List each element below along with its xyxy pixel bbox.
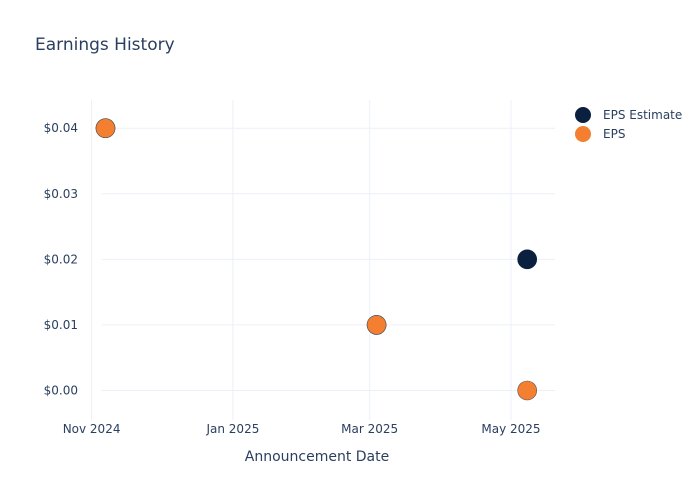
legend-marker	[575, 126, 591, 142]
y-axis-ticks: $0.00 $0.01 $0.02 $0.03 $0.04	[44, 121, 78, 397]
legend: EPS Estimate EPS	[575, 107, 682, 142]
y-tick-label: $0.01	[44, 318, 78, 332]
data-points	[95, 118, 537, 401]
y-tick-label: $0.00	[44, 383, 78, 397]
legend-label: EPS	[603, 127, 625, 141]
x-tick-label: May 2025	[481, 422, 540, 436]
point-eps	[517, 380, 537, 401]
point-eps-estimate	[517, 249, 537, 270]
legend-label: EPS Estimate	[603, 108, 682, 122]
x-tick-label: Mar 2025	[341, 422, 398, 436]
point-eps	[366, 315, 387, 335]
x-axis-title: Announcement Date	[245, 449, 389, 465]
y-tick-label: $0.04	[44, 121, 78, 135]
x-tick-label: Jan 2025	[205, 422, 259, 436]
x-axis-ticks: Nov 2024 Jan 2025 Mar 2025 May 2025	[63, 422, 541, 436]
y-tick-label: $0.03	[44, 187, 78, 201]
y-tick-label: $0.02	[44, 252, 78, 266]
legend-marker	[575, 107, 591, 123]
grid	[91, 100, 555, 420]
point-eps	[95, 118, 116, 138]
chart-title: Earnings History	[35, 35, 175, 55]
x-tick-label: Nov 2024	[63, 422, 121, 436]
